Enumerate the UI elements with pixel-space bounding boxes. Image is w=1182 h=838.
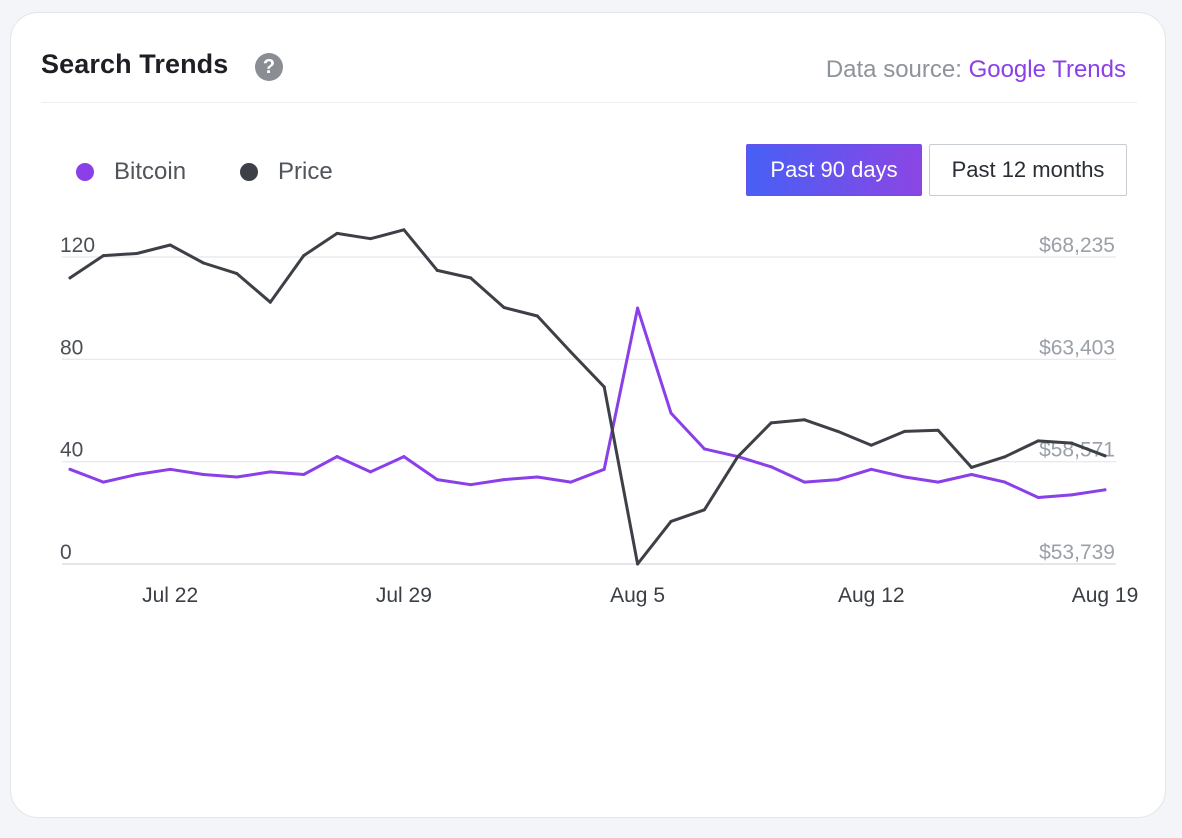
data-point-price — [302, 254, 306, 258]
data-point-price — [569, 350, 573, 354]
data-point-price — [168, 243, 172, 247]
data-point-bitcoin — [302, 472, 306, 476]
data-point-price — [235, 272, 239, 276]
data-point-price — [836, 429, 840, 433]
data-point-price — [202, 261, 206, 265]
x-axis-tick-label: Aug 5 — [610, 584, 665, 607]
range-selector: Past 90 days Past 12 months — [746, 144, 1127, 196]
data-point-price — [1036, 439, 1040, 443]
x-axis-tick-label: Aug 12 — [838, 584, 905, 607]
data-point-price — [402, 228, 406, 232]
data-point-bitcoin — [268, 470, 272, 474]
series-line-price — [68, 228, 1107, 566]
data-point-bitcoin — [636, 306, 640, 310]
data-point-bitcoin — [335, 455, 339, 459]
data-point-bitcoin — [68, 467, 72, 471]
data-point-price — [435, 268, 439, 272]
left-axis-tick-label: 80 — [60, 336, 83, 359]
data-point-bitcoin — [135, 472, 139, 476]
data-point-bitcoin — [469, 483, 473, 487]
data-point-bitcoin — [101, 480, 105, 484]
x-axis-tick-label: Jul 29 — [376, 584, 432, 607]
data-point-price — [669, 519, 673, 523]
legend-item-price[interactable]: Price — [228, 158, 333, 186]
data-point-bitcoin — [936, 480, 940, 484]
left-axis-tick-label: 0 — [60, 541, 72, 564]
data-point-bitcoin — [202, 472, 206, 476]
data-point-bitcoin — [903, 475, 907, 479]
help-icon[interactable]: ? — [255, 53, 283, 81]
past-12-months-button[interactable]: Past 12 months — [929, 144, 1127, 196]
data-source-label: Data source: — [825, 56, 969, 83]
data-point-bitcoin — [769, 465, 773, 469]
legend-dot-bitcoin — [76, 163, 94, 181]
chart-legend: Bitcoin Price — [64, 158, 375, 186]
data-point-price — [803, 418, 807, 422]
data-point-price — [335, 231, 339, 235]
series-line-bitcoin — [68, 306, 1107, 499]
data-point-price — [736, 455, 740, 459]
legend-label-price: Price — [278, 158, 333, 185]
data-point-bitcoin — [669, 411, 673, 415]
right-axis-tick-label: $53,739 — [1039, 541, 1115, 564]
data-point-price — [1103, 454, 1107, 458]
data-point-price — [535, 314, 539, 318]
data-point-bitcoin — [702, 447, 706, 451]
data-point-price — [636, 562, 640, 566]
data-point-bitcoin — [368, 470, 372, 474]
right-axis-tick-label: $68,235 — [1039, 234, 1115, 257]
legend-dot-price — [240, 163, 259, 181]
x-axis-tick-label: Jul 22 — [142, 584, 198, 607]
data-point-price — [268, 300, 272, 304]
data-point-price — [769, 421, 773, 425]
data-point-bitcoin — [235, 475, 239, 479]
data-point-price — [469, 276, 473, 280]
data-point-bitcoin — [569, 480, 573, 484]
right-axis-tick-label: $63,403 — [1039, 336, 1115, 359]
data-point-price — [502, 306, 506, 310]
data-point-bitcoin — [435, 478, 439, 482]
card-header: Search Trends ? Data source: Google Tren… — [41, 47, 1137, 103]
data-point-bitcoin — [803, 480, 807, 484]
data-point-bitcoin — [1070, 493, 1074, 497]
data-point-price — [602, 385, 606, 389]
data-point-bitcoin — [535, 475, 539, 479]
data-point-bitcoin — [1103, 488, 1107, 492]
left-axis-tick-label: 120 — [60, 234, 95, 257]
data-point-bitcoin — [869, 467, 873, 471]
data-point-bitcoin — [969, 472, 973, 476]
past-90-days-button[interactable]: Past 90 days — [746, 144, 922, 196]
data-point-price — [1070, 441, 1074, 445]
data-point-price — [101, 254, 105, 258]
right-axis-tick-label: $58,571 — [1039, 439, 1115, 462]
data-point-price — [702, 508, 706, 512]
data-source: Data source: Google Trends — [826, 56, 1126, 84]
data-point-price — [135, 252, 139, 256]
data-point-price — [936, 428, 940, 432]
legend-label-bitcoin: Bitcoin — [114, 158, 187, 185]
data-point-bitcoin — [602, 467, 606, 471]
data-point-bitcoin — [168, 467, 172, 471]
data-point-price — [969, 465, 973, 469]
data-point-price — [1003, 455, 1007, 459]
google-trends-link[interactable]: Google Trends — [968, 56, 1126, 83]
left-axis-tick-label: 40 — [60, 439, 83, 462]
data-point-price — [368, 237, 372, 241]
data-point-bitcoin — [1036, 495, 1040, 499]
data-point-price — [68, 276, 72, 280]
data-point-bitcoin — [502, 478, 506, 482]
data-point-bitcoin — [402, 455, 406, 459]
legend-item-bitcoin[interactable]: Bitcoin — [64, 158, 186, 186]
data-point-bitcoin — [1003, 480, 1007, 484]
data-point-price — [903, 429, 907, 433]
data-point-price — [869, 443, 873, 447]
data-point-bitcoin — [836, 478, 840, 482]
x-axis-tick-label: Aug 19 — [1072, 584, 1139, 607]
card-title: Search Trends — [41, 49, 229, 79]
